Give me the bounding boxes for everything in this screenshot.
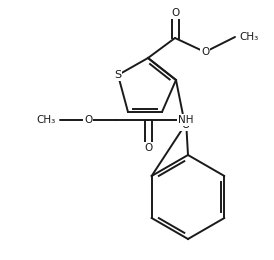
Text: NH: NH xyxy=(178,115,194,125)
Text: S: S xyxy=(115,70,122,80)
Text: O: O xyxy=(201,47,209,57)
Text: CH₃: CH₃ xyxy=(37,115,56,125)
Text: CH₃: CH₃ xyxy=(239,32,258,42)
Text: O: O xyxy=(171,8,179,18)
Text: O: O xyxy=(181,120,189,130)
Text: O: O xyxy=(84,115,92,125)
Text: O: O xyxy=(144,143,152,153)
